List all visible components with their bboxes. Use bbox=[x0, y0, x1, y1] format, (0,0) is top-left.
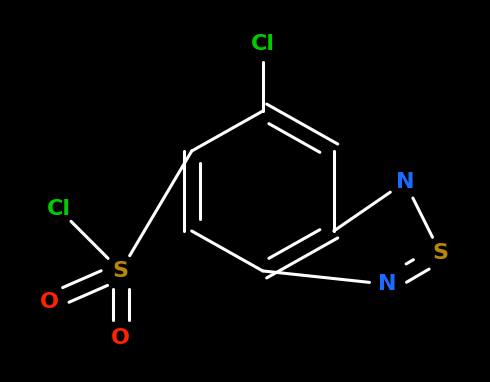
Text: N: N bbox=[395, 172, 414, 192]
Text: S: S bbox=[433, 243, 448, 263]
Text: S: S bbox=[113, 261, 129, 281]
Text: N: N bbox=[378, 274, 396, 294]
Text: Cl: Cl bbox=[47, 199, 71, 219]
Text: O: O bbox=[40, 292, 59, 312]
Text: O: O bbox=[111, 328, 130, 348]
Text: Cl: Cl bbox=[251, 34, 275, 54]
